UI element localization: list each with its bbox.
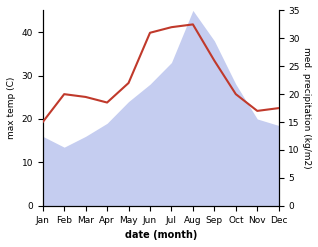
Y-axis label: max temp (C): max temp (C) xyxy=(7,77,16,139)
Y-axis label: med. precipitation (kg/m2): med. precipitation (kg/m2) xyxy=(302,47,311,169)
X-axis label: date (month): date (month) xyxy=(125,230,197,240)
